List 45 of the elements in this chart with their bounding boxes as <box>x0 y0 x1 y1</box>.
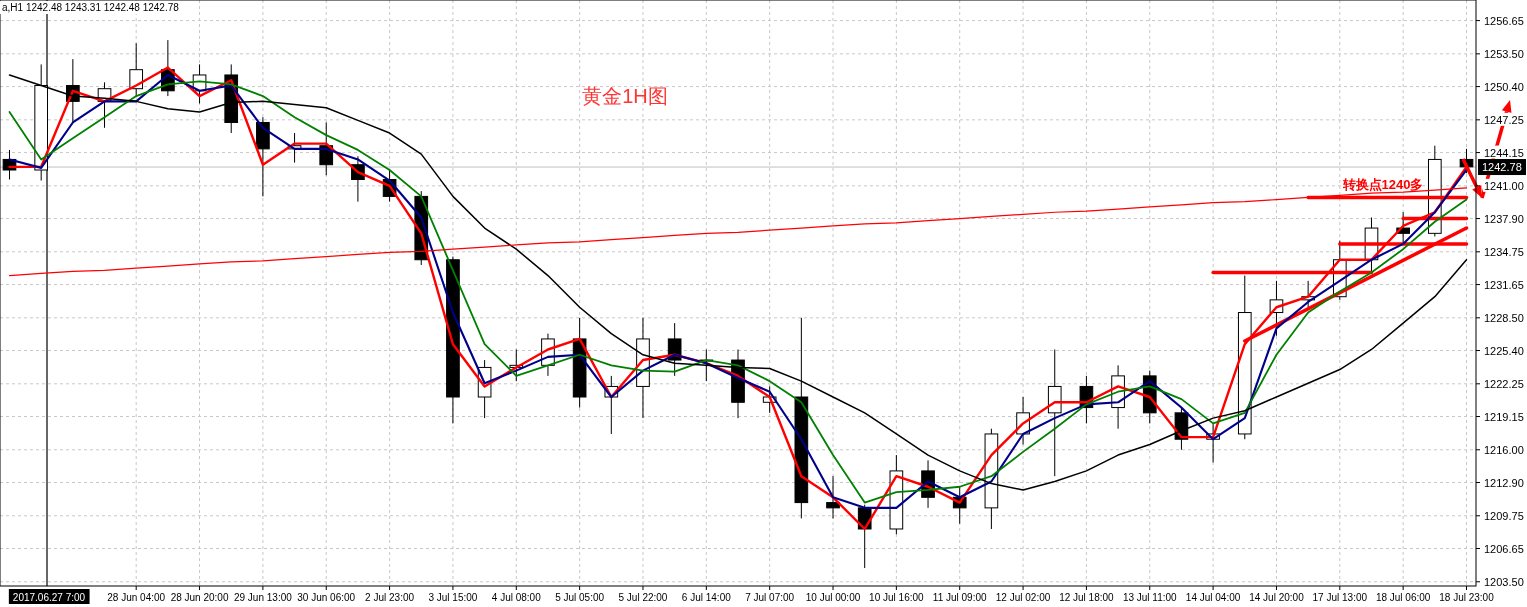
x-tick-label: 29 Jun 13:00 <box>233 592 293 603</box>
y-tick-label: 1247.25 <box>1484 113 1524 126</box>
x-tick-label: 18 Jul 23:00 <box>1439 592 1495 603</box>
x-tick-label: 17 Jul 13:00 <box>1312 592 1368 603</box>
y-tick-label: 1206.65 <box>1484 542 1524 555</box>
y-tick-label: 1231.65 <box>1484 278 1524 291</box>
y-tick-label: 1250.40 <box>1484 80 1524 93</box>
x-tick-label: 2 Jul 23:00 <box>365 592 415 603</box>
y-tick-label: 1212.90 <box>1484 476 1524 489</box>
annotation: a,H1 1242.48 1243.31 1242.48 1242.78 <box>2 2 180 13</box>
y-tick-label: 1256.65 <box>1484 14 1524 27</box>
x-tick-label: 10 Jul 00:00 <box>805 592 861 603</box>
x-tick-label: 28 Jun 20:00 <box>170 592 229 603</box>
y-tick-label: 1241.00 <box>1484 179 1524 192</box>
x-tick-label: 3 Jul 15:00 <box>428 592 478 603</box>
x-tick-label: 13 Jul 11:00 <box>1122 592 1178 603</box>
text: 黄金1H图 <box>582 85 668 107</box>
y-tick-label: 1228.50 <box>1484 311 1524 324</box>
y-tick-label: 1209.75 <box>1484 509 1524 522</box>
x-tick-label: 5 Jul 05:00 <box>555 592 605 603</box>
x-tick-label: 12 Jul 02:00 <box>995 592 1051 603</box>
x-tick-label: 6 Jul 14:00 <box>681 592 732 603</box>
y-tick-label: 1225.40 <box>1484 344 1524 357</box>
x-tick-label: 10 Jul 16:00 <box>869 592 925 603</box>
text: 2017.06.27 7:00 <box>12 592 86 603</box>
y-tick-label: 1216.00 <box>1484 443 1524 456</box>
y-tick-label: 1253.50 <box>1484 47 1524 60</box>
y-tick-label: 1219.15 <box>1484 410 1524 423</box>
y-tick-label: 1244.15 <box>1484 146 1524 159</box>
x-tick-label: 28 Jun 04:00 <box>107 592 166 603</box>
annotation: 转换点1240多 <box>1341 177 1424 192</box>
y-tick-label: 1237.90 <box>1484 212 1524 225</box>
x-tick-label: 5 Jul 22:00 <box>618 592 668 603</box>
x-tick-label: 7 Jul 07:00 <box>745 592 795 603</box>
x-tick-label: 12 Jul 18:00 <box>1059 592 1115 603</box>
x-tick-label: 18 Jul 06:00 <box>1375 592 1431 603</box>
ref-line-label: 1242.78 <box>1482 161 1522 174</box>
y-tick-label: 1234.75 <box>1484 245 1524 258</box>
x-tick-label: 11 Jul 09:00 <box>932 592 988 603</box>
y-tick-label: 1203.50 <box>1484 575 1524 588</box>
y-tick-label: 1222.25 <box>1484 377 1524 390</box>
x-tick-label: 14 Jul 20:00 <box>1249 592 1305 603</box>
x-tick-label: 4 Jul 08:00 <box>491 592 542 603</box>
x-tick-label: 14 Jul 04:00 <box>1185 592 1241 603</box>
x-tick-label: 30 Jun 06:00 <box>297 592 356 603</box>
